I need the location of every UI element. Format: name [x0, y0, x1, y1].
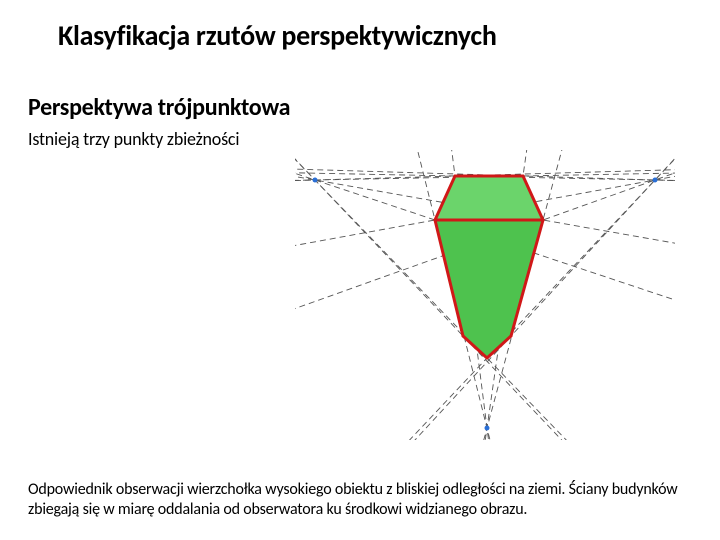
subtitle: Perspektywa trójpunktowa: [28, 93, 692, 122]
bottom-text: Odpowiednik obserwacji wierzchołka wysok…: [28, 480, 692, 520]
perspective-diagram: [295, 150, 675, 440]
subtext: Istnieją trzy punkty zbieżności: [28, 128, 692, 150]
page-title: Klasyfikacja rzutów perspektywicznych: [28, 18, 692, 53]
